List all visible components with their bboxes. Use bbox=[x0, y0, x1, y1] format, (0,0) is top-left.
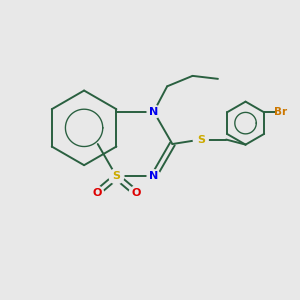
Text: N: N bbox=[149, 171, 158, 182]
Text: O: O bbox=[92, 188, 102, 198]
Circle shape bbox=[109, 169, 124, 184]
Text: O: O bbox=[131, 188, 140, 198]
Circle shape bbox=[129, 186, 142, 199]
Text: Br: Br bbox=[274, 107, 287, 117]
Circle shape bbox=[90, 186, 104, 199]
Circle shape bbox=[193, 132, 208, 147]
Text: N: N bbox=[149, 107, 158, 117]
Circle shape bbox=[147, 105, 160, 118]
Text: S: S bbox=[197, 134, 205, 145]
Circle shape bbox=[147, 170, 160, 183]
Text: S: S bbox=[112, 171, 120, 182]
